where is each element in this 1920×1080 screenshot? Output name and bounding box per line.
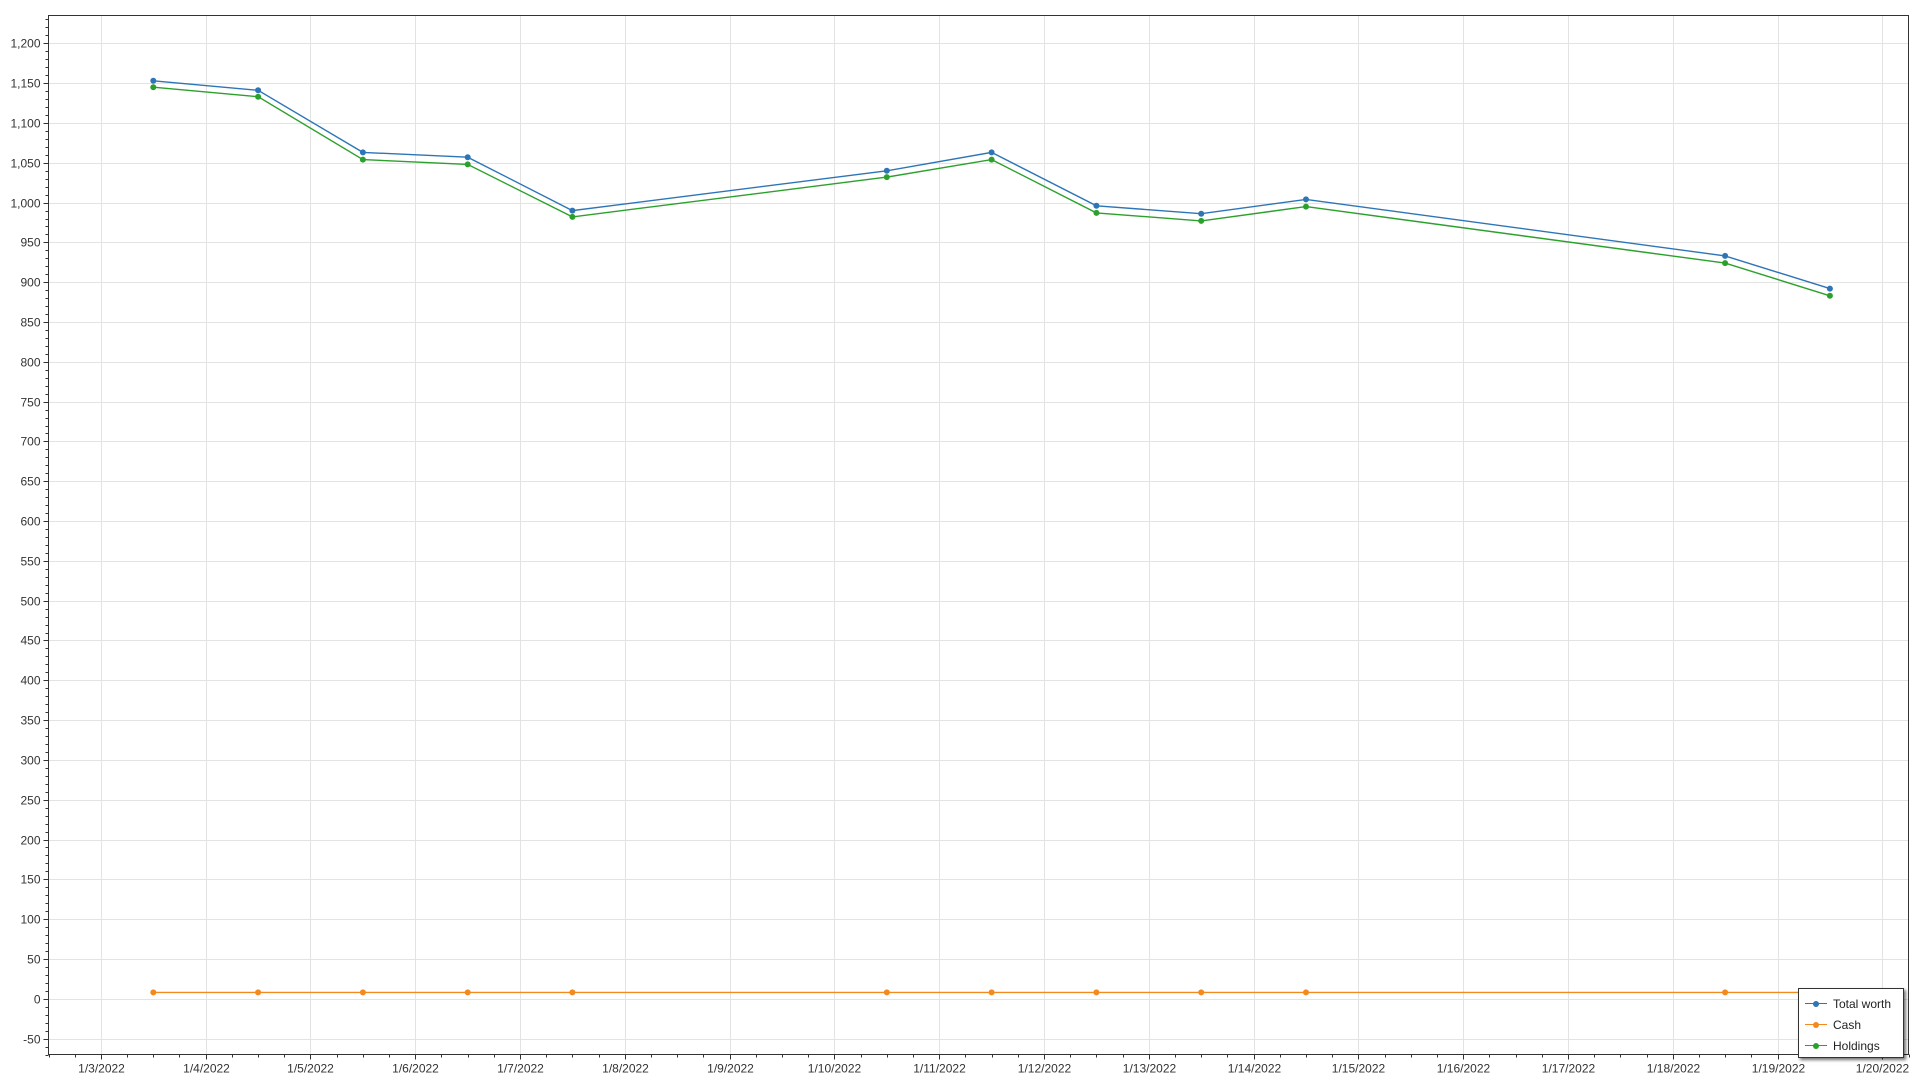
y-tick-label: 900 (20, 276, 40, 290)
legend-swatch-holdings (1805, 1041, 1827, 1051)
y-tick-label: 0 (34, 993, 41, 1007)
data-point-holdings (569, 213, 576, 220)
data-point-total-worth (359, 149, 366, 156)
data-point-total-worth (1093, 202, 1100, 209)
y-tick-label: 150 (20, 873, 40, 887)
data-point-total-worth (255, 87, 262, 94)
x-tick-label: 1/20/2022 (1856, 1062, 1910, 1076)
y-tick-label: 400 (20, 674, 40, 688)
x-tick-label: 1/3/2022 (78, 1062, 125, 1076)
x-tick-label: 1/18/2022 (1647, 1062, 1701, 1076)
data-point-cash (883, 989, 890, 996)
legend-swatch-total-worth (1805, 999, 1827, 1009)
y-tick-label: 350 (20, 714, 40, 728)
y-tick-label: 650 (20, 475, 40, 489)
x-tick-label: 1/4/2022 (183, 1062, 230, 1076)
data-point-holdings (1198, 217, 1205, 224)
data-point-total-worth (1722, 252, 1729, 259)
data-point-cash (988, 989, 995, 996)
data-point-cash (150, 989, 157, 996)
y-tick-label: 1,150 (10, 77, 40, 91)
data-point-cash (1303, 989, 1309, 996)
x-tick-label: 1/6/2022 (392, 1062, 439, 1076)
y-tick-label: 550 (20, 555, 40, 569)
data-point-total-worth (1198, 210, 1205, 217)
y-tick-label: 600 (20, 515, 40, 529)
data-point-holdings (883, 174, 890, 181)
y-tick-label: 750 (20, 396, 40, 410)
y-tick-label: 1,200 (10, 37, 40, 51)
y-tick-label: 800 (20, 356, 40, 370)
data-point-holdings (359, 156, 366, 163)
x-tick-label: 1/5/2022 (287, 1062, 334, 1076)
x-tick-label: 1/19/2022 (1752, 1062, 1806, 1076)
data-point-holdings (1303, 203, 1309, 210)
data-point-cash (255, 989, 262, 996)
legend-label-total-worth: Total worth (1833, 996, 1892, 1011)
data-point-holdings (988, 156, 995, 163)
data-point-total-worth (1826, 285, 1833, 292)
x-tick-label: 1/15/2022 (1332, 1062, 1386, 1076)
data-point-holdings (464, 161, 471, 168)
y-tick-label: -50 (23, 1033, 41, 1047)
data-point-cash (464, 989, 471, 996)
legend-item-cash: Cash (1805, 1014, 1897, 1035)
y-tick-label: 950 (20, 236, 40, 250)
legend: Total worth Cash Holdings (1798, 988, 1904, 1058)
x-tick-label: 1/9/2022 (707, 1062, 754, 1076)
plot-area-border (48, 15, 1909, 1055)
y-tick-label: 700 (20, 435, 40, 449)
x-tick-label: 1/17/2022 (1542, 1062, 1596, 1076)
legend-label-holdings: Holdings (1833, 1038, 1880, 1053)
data-point-total-worth (150, 77, 157, 84)
y-tick-label: 450 (20, 634, 40, 648)
data-point-holdings (1826, 292, 1833, 299)
y-tick-label: 300 (20, 754, 40, 768)
x-tick-label: 1/16/2022 (1437, 1062, 1491, 1076)
y-tick-label: 100 (20, 913, 40, 927)
data-point-holdings (1722, 260, 1729, 267)
y-tick-label: 500 (20, 595, 40, 609)
data-point-total-worth (1303, 196, 1309, 203)
data-point-cash (1198, 989, 1205, 996)
data-point-holdings (150, 84, 157, 91)
y-tick-label: 1,050 (10, 157, 40, 171)
y-tick-label: 850 (20, 316, 40, 330)
axes: -50 0 50 100 150 200 250 300 350 400 450 500 550 600 6… (10, 19, 1910, 1076)
data-point-holdings (1093, 209, 1100, 216)
y-tick-label: 50 (27, 953, 41, 967)
data-point-cash (569, 989, 576, 996)
data-point-total-worth (569, 207, 576, 214)
data-point-total-worth (883, 167, 890, 174)
data-point-cash (1093, 989, 1100, 996)
grid-lines (48, 15, 1909, 1055)
x-tick-label: 1/10/2022 (808, 1062, 862, 1076)
legend-label-cash: Cash (1833, 1017, 1862, 1032)
series-line-holdings (153, 86, 1831, 297)
x-tick-label: 1/8/2022 (602, 1062, 649, 1076)
series-lines (150, 77, 1833, 996)
data-point-cash (1722, 989, 1729, 996)
legend-item-holdings: Holdings (1805, 1035, 1897, 1056)
data-point-cash (359, 989, 366, 996)
x-tick-label: 1/13/2022 (1123, 1062, 1177, 1076)
x-tick-label: 1/12/2022 (1018, 1062, 1072, 1076)
legend-swatch-cash (1805, 1020, 1827, 1030)
data-point-total-worth (464, 154, 471, 161)
x-tick-label: 1/14/2022 (1228, 1062, 1282, 1076)
y-tick-label: 250 (20, 794, 40, 808)
y-tick-label: 1,000 (10, 197, 40, 211)
data-point-holdings (255, 93, 262, 100)
x-tick-label: 1/11/2022 (913, 1062, 966, 1076)
data-point-total-worth (988, 149, 995, 156)
legend-item-total-worth: Total worth (1805, 993, 1897, 1014)
x-tick-label: 1/7/2022 (497, 1062, 544, 1076)
y-tick-label: 200 (20, 834, 40, 848)
y-tick-label: 1,100 (10, 117, 40, 131)
series-line-total-worth (153, 80, 1831, 290)
